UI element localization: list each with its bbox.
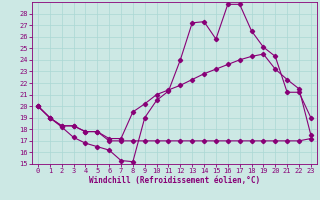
X-axis label: Windchill (Refroidissement éolien,°C): Windchill (Refroidissement éolien,°C): [89, 176, 260, 185]
